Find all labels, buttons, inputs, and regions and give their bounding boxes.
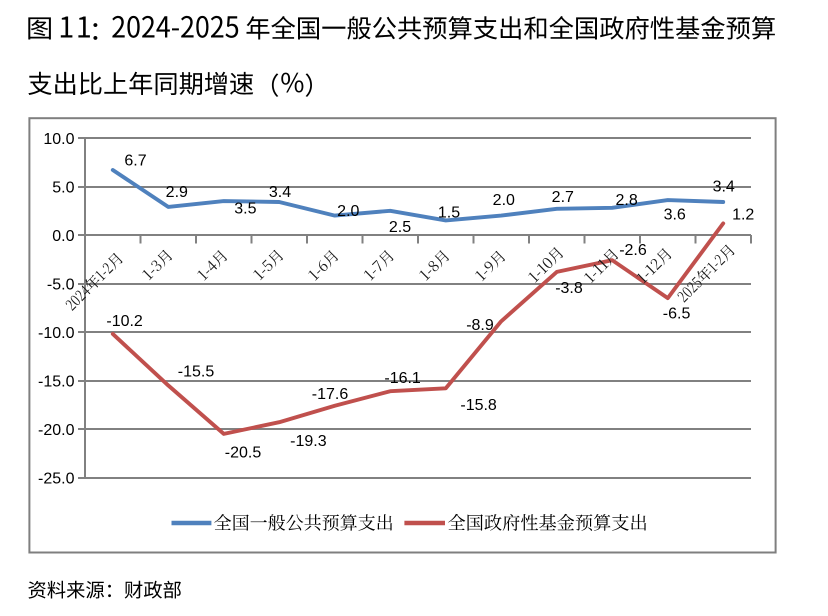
svg-text:-20.5: -20.5 [225,444,262,461]
svg-text:2.7: 2.7 [552,189,574,206]
svg-text:3.4: 3.4 [269,184,291,201]
svg-text:-8.9: -8.9 [466,317,494,334]
svg-text:2.8: 2.8 [615,192,637,209]
svg-text:2.5: 2.5 [389,219,411,236]
svg-text:0.0: 0.0 [52,228,74,245]
svg-text:-2.6: -2.6 [619,242,647,259]
svg-text:-5.0: -5.0 [47,276,75,293]
svg-text:-10.0: -10.0 [38,325,75,342]
svg-text:2.9: 2.9 [166,184,188,201]
svg-text:3.6: 3.6 [664,207,686,224]
svg-text:-20.0: -20.0 [38,422,75,439]
svg-text:-15.8: -15.8 [460,397,497,414]
svg-text:3.5: 3.5 [234,200,256,217]
svg-text:5.0: 5.0 [52,179,74,196]
svg-text:-16.1: -16.1 [384,370,421,387]
svg-text:1.2: 1.2 [732,207,754,224]
svg-text:-15.0: -15.0 [38,373,75,390]
svg-text:-3.8: -3.8 [555,280,583,297]
svg-text:-25.0: -25.0 [38,470,75,487]
svg-text:2.0: 2.0 [493,192,515,209]
svg-text:-6.5: -6.5 [663,306,691,323]
svg-text:-17.6: -17.6 [312,386,349,403]
svg-text:-15.5: -15.5 [178,363,215,380]
svg-text:10.0: 10.0 [43,131,74,148]
svg-text:-19.3: -19.3 [290,433,327,450]
svg-text:1.5: 1.5 [438,204,460,221]
svg-text:-10.2: -10.2 [106,313,143,330]
svg-text:3.4: 3.4 [713,179,735,196]
svg-text:6.7: 6.7 [124,152,146,169]
svg-text:2.0: 2.0 [337,203,359,220]
